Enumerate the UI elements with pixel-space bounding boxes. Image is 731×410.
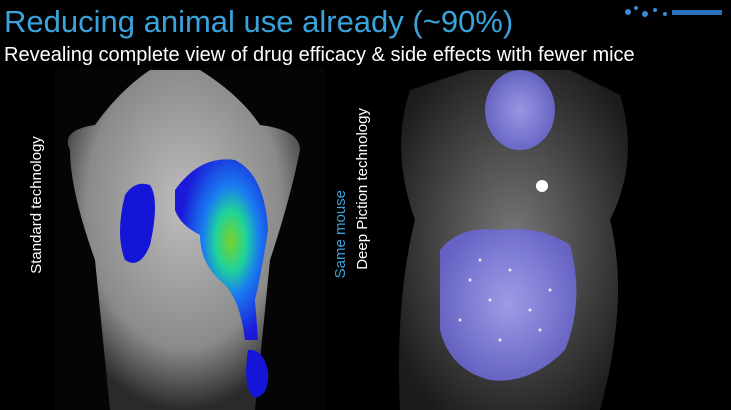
subtitle: Revealing complete view of drug efficacy… — [4, 44, 635, 66]
title: Reducing animal use already (~90%) — [4, 4, 513, 39]
right-label-bottom: Deep Piction technology — [354, 108, 371, 270]
deep-piction-image — [370, 68, 731, 410]
standard-image — [55, 68, 325, 410]
left-label: Standard technology — [28, 136, 45, 274]
right-label-top: Same mouse — [332, 190, 349, 278]
logo — [625, 6, 722, 17]
